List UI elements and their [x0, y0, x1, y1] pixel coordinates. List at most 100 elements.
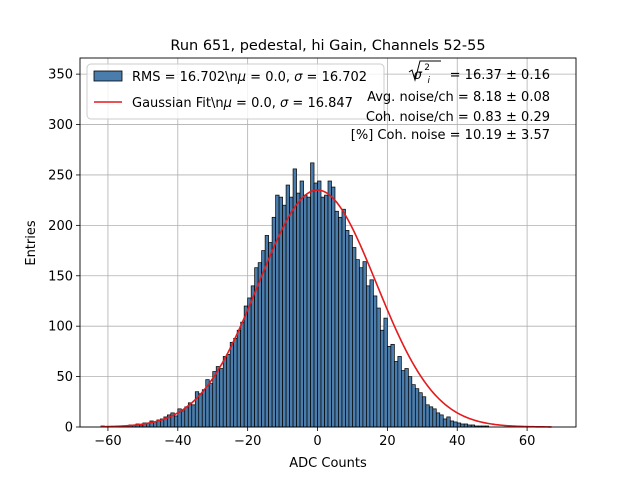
legend: RMS = 16.702\nμ = 0.0, σ = 16.702 Gaussi… — [86, 63, 385, 120]
x-tick-label: 0 — [313, 434, 321, 449]
x-tick-label: −60 — [94, 434, 121, 449]
histogram-bar — [229, 341, 235, 428]
histogram-bar — [191, 404, 196, 428]
histogram-bar — [250, 285, 255, 428]
pct-coh-noise-annotation: [%] Coh. noise = 10.19 ± 3.57 — [351, 128, 550, 143]
y-axis-label: Entries — [24, 220, 39, 266]
histogram-bar — [180, 410, 186, 428]
histogram-bar — [187, 402, 193, 428]
legend-swatch-histogram — [93, 70, 123, 82]
histogram-bar — [219, 368, 224, 428]
histogram-bar — [208, 383, 214, 428]
y-tick-label: 300 — [48, 118, 73, 133]
histogram-bar — [380, 329, 385, 428]
histogram-bar — [334, 210, 339, 428]
histogram-bar — [348, 235, 353, 428]
x-axis-label: ADC Counts — [289, 456, 367, 471]
y-tick-label: 150 — [48, 269, 73, 284]
legend-label-fit: Gaussian Fit\nμ = 0.0, σ = 16.847 — [132, 96, 353, 111]
y-tick-label: 250 — [48, 168, 73, 183]
histogram-bar — [345, 230, 350, 428]
noise-annotations: σ 2 i = 16.37 ± 0.16 Avg. noise/ch = 8.18 ±… — [351, 60, 550, 143]
histogram-bar — [338, 216, 343, 428]
y-tick-label: 0 — [65, 421, 73, 436]
histogram-bar — [362, 261, 367, 428]
histogram-bar — [296, 192, 301, 428]
histogram-bar — [299, 180, 304, 428]
histogram-bar — [439, 414, 444, 428]
x-tick-label: −20 — [234, 434, 261, 449]
histogram-bar — [355, 259, 360, 428]
histogram-bar — [282, 204, 287, 428]
histogram-bar — [425, 404, 430, 428]
histogram-bar — [383, 317, 388, 428]
histogram-bar — [222, 356, 228, 428]
histogram-bar — [320, 196, 325, 428]
histogram-bar — [352, 247, 357, 428]
histogram-bar — [369, 279, 374, 428]
y-axis: 0 50 100 150 200 250 300 350 — [48, 68, 80, 436]
histogram-bar — [331, 186, 336, 428]
histogram-bar — [373, 295, 378, 428]
histogram-bar — [387, 345, 392, 428]
histogram-bar — [261, 250, 266, 428]
histogram-bar — [394, 361, 399, 428]
histogram-bar — [184, 406, 189, 428]
histogram-bar — [435, 412, 441, 428]
histogram-bar — [198, 393, 203, 428]
histogram-bar — [414, 388, 420, 428]
histogram-bar — [173, 415, 179, 428]
histogram-bar — [411, 384, 416, 428]
coh-noise-annotation: Coh. noise/ch = 0.83 ± 0.29 — [366, 110, 550, 125]
y-tick-label: 350 — [48, 68, 73, 83]
histogram-bar — [390, 343, 395, 428]
histogram-bar — [275, 194, 280, 428]
histogram-bar — [401, 370, 406, 428]
y-tick-label: 200 — [48, 219, 73, 234]
histogram-bar — [257, 262, 262, 428]
histogram-bar — [407, 376, 413, 428]
x-tick-label: 40 — [449, 434, 466, 449]
histogram-bar — [268, 242, 273, 428]
histogram-bar — [233, 337, 238, 428]
chart-title: Run 651, pedestal, hi Gain, Channels 52-… — [170, 38, 485, 54]
histogram-bar — [432, 408, 437, 428]
histogram-bar — [313, 182, 318, 428]
histogram-bar — [418, 392, 423, 428]
histogram-bar — [442, 418, 448, 428]
y-tick-label: 50 — [56, 370, 73, 385]
x-tick-label: 60 — [519, 434, 536, 449]
histogram-bar — [236, 329, 242, 428]
y-tick-label: 100 — [48, 320, 73, 335]
x-tick-label: 20 — [379, 434, 396, 449]
histogram-bar — [303, 194, 308, 428]
x-axis: −60 −40 −20 0 20 40 60 — [94, 427, 535, 449]
histogram-bar — [324, 194, 329, 428]
avg-noise-annotation: Avg. noise/ch = 8.18 ± 0.08 — [367, 90, 550, 105]
histogram-bar — [397, 356, 402, 428]
histogram-bar — [341, 208, 346, 428]
histogram-bar — [310, 162, 315, 428]
legend-box — [86, 63, 385, 120]
histogram-bar — [449, 420, 455, 428]
histogram-bar — [215, 366, 221, 428]
histogram-bar — [446, 416, 451, 428]
gaussian-fit-curve — [100, 189, 552, 428]
plot-frame — [79, 57, 577, 428]
histogram-bar — [243, 305, 249, 428]
histogram-bar — [306, 196, 311, 428]
histogram-bar — [404, 368, 409, 428]
histogram-bar — [456, 422, 462, 428]
histogram-bar — [212, 371, 217, 428]
legend-label-histogram: RMS = 16.702\nμ = 0.0, σ = 16.702 — [132, 70, 367, 85]
x-tick-label: −40 — [164, 434, 191, 449]
sqrt-sign — [408, 60, 441, 82]
histogram-bar — [240, 321, 245, 428]
histogram-bar — [359, 267, 364, 428]
histogram-bar — [289, 196, 294, 428]
histogram-bar — [453, 421, 458, 428]
histogram-bar — [327, 180, 332, 428]
histogram-bar — [421, 396, 427, 428]
histogram-bar — [317, 180, 322, 428]
